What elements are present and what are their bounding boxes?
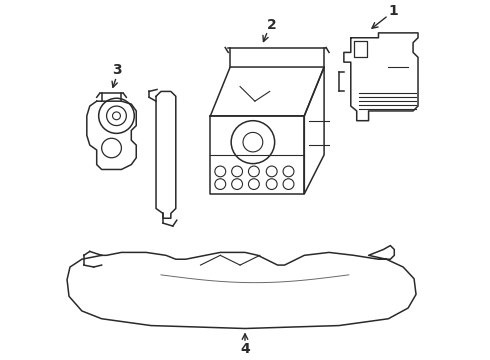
- Text: 2: 2: [267, 18, 276, 32]
- Text: 3: 3: [112, 63, 122, 77]
- Text: 1: 1: [389, 4, 398, 18]
- Text: 4: 4: [240, 342, 250, 356]
